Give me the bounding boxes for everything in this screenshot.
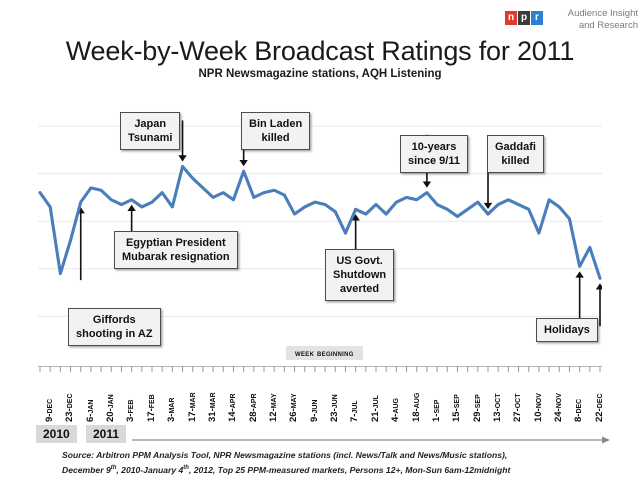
year-chip-2010: 2010 bbox=[36, 425, 77, 443]
callout-japan-line1: Japan bbox=[134, 118, 167, 130]
x-axis-label: 23-Dec bbox=[64, 393, 76, 422]
npr-logo-block-p: p bbox=[518, 11, 530, 25]
x-axis-label: 6-Jan bbox=[84, 399, 96, 422]
callout-shutdown-line1: US Govt. bbox=[336, 255, 383, 267]
callout-binladen-line2: killed bbox=[261, 132, 290, 144]
callout-holidays-line1: Holidays bbox=[544, 324, 590, 336]
x-axis-label: 14-Apr bbox=[227, 393, 239, 422]
callout-gaddafi-killed[interactable]: Gaddafi killed bbox=[487, 135, 544, 173]
x-axis-label: 9-Jun bbox=[308, 399, 320, 422]
callout-mubarak-resignation[interactable]: Egyptian President Mubarak resignation bbox=[114, 231, 238, 269]
source-line-1: Source: Arbitron PPM Analysis Tool, NPR … bbox=[62, 450, 508, 460]
callout-tenyears-line2: since 9/11 bbox=[408, 155, 460, 167]
source-line2-sup1: th bbox=[110, 465, 117, 471]
annotation-arrow-head-icon bbox=[178, 155, 187, 162]
source-line-2: December 9th, 2010-January 4th, 2012, To… bbox=[62, 462, 622, 477]
source-line2-b: , 2010-January 4 bbox=[116, 464, 184, 475]
timeline-arrow-icon bbox=[132, 436, 610, 444]
callout-mubarak-line2: Mubarak resignation bbox=[122, 251, 230, 263]
x-axis-label: 18-Aug bbox=[410, 392, 422, 422]
x-axis-label: 28-Apr bbox=[247, 393, 259, 422]
callout-shutdown-line2: Shutdown bbox=[333, 269, 387, 281]
callout-japan-tsunami[interactable]: Japan Tsunami bbox=[120, 112, 181, 150]
callout-giffords-line1: Giffords bbox=[92, 314, 136, 326]
callout-holidays[interactable]: Holidays bbox=[536, 318, 598, 342]
annotation-arrow-head-icon bbox=[127, 204, 136, 211]
x-axis-label: 9-Dec bbox=[44, 398, 55, 422]
x-axis-label: 3-Mar bbox=[166, 397, 178, 422]
x-axis-label: 23-Jun bbox=[329, 394, 341, 422]
chart-series-line bbox=[38, 164, 602, 280]
source-line2-sup2: th bbox=[183, 465, 189, 471]
page-title: Week-by-Week Broadcast Ratings for 2011 bbox=[65, 36, 575, 66]
logo-tagline: Audience Insight and Research bbox=[556, 8, 638, 32]
x-axis-label: 7-Jul bbox=[349, 400, 361, 422]
callout-gaddafi-line1: Gaddafi bbox=[495, 141, 536, 153]
x-axis-label: 21-Jul bbox=[369, 395, 381, 422]
callout-gaddafi-line2: killed bbox=[501, 155, 530, 167]
annotation-arrow-head-icon bbox=[595, 283, 602, 290]
npr-logo-block-n: n bbox=[505, 11, 517, 25]
x-axis-label: 31-Mar bbox=[206, 392, 218, 422]
annotation-arrow-head-icon bbox=[483, 202, 493, 210]
source-line2-c: , 2012, Top 25 PPM-measured markets, Per… bbox=[188, 464, 511, 475]
annotation-arrow-head-icon bbox=[575, 271, 584, 278]
callout-shutdown-line3: averted bbox=[340, 283, 380, 295]
x-axis-label: 3-Feb bbox=[125, 399, 137, 422]
x-axis-label: 17-Mar bbox=[186, 392, 198, 422]
annotation-arrow-head-icon bbox=[422, 181, 432, 188]
callout-japan-line2: Tsunami bbox=[128, 132, 173, 144]
x-axis-label: 1-Sep bbox=[430, 399, 442, 422]
npr-logo: n p r bbox=[505, 11, 543, 25]
callout-giffords-line2: shooting in AZ bbox=[76, 328, 153, 340]
logo-tagline-line2: and Research bbox=[578, 20, 638, 31]
logo-tagline-line1: Audience Insight bbox=[567, 8, 638, 19]
annotation-arrow-head-icon bbox=[351, 214, 360, 221]
x-axis-label: 29-Sep bbox=[471, 394, 483, 422]
x-axis-label: 20-Jan bbox=[105, 394, 117, 422]
x-axis-label: 10-Nov bbox=[532, 393, 544, 422]
week-beginning-label: Week Beginning bbox=[286, 346, 363, 360]
x-axis-label: 26-May bbox=[288, 393, 300, 422]
callout-binladen-line1: Bin Laden bbox=[249, 118, 303, 130]
callout-ten-years-since-911[interactable]: 10-years since 9/11 bbox=[400, 135, 468, 173]
npr-logo-block-r: r bbox=[531, 11, 543, 25]
x-axis-label: 13-Oct bbox=[492, 393, 503, 422]
annotation-arrow-head-icon bbox=[239, 160, 248, 167]
callout-bin-laden-killed[interactable]: Bin Laden killed bbox=[241, 112, 311, 150]
x-axis-tick-marks bbox=[38, 366, 602, 372]
callout-mubarak-line1: Egyptian President bbox=[125, 237, 226, 249]
source-note: Source: Arbitron PPM Analysis Tool, NPR … bbox=[62, 449, 622, 477]
x-axis-labels: 9-Dec 23-Dec 6-Jan 20-Jan 3-Feb 17-Feb 3-Mar 17… bbox=[38, 374, 605, 426]
x-axis-label: 8-Dec bbox=[573, 398, 585, 422]
year-chip-2011: 2011 bbox=[86, 425, 127, 443]
year-bar: 2010 2011 bbox=[36, 425, 610, 445]
x-axis-label: 24-Nov bbox=[553, 393, 565, 422]
callout-tenyears-line1: 10-years bbox=[411, 141, 457, 153]
x-axis-label: 17-Feb bbox=[145, 394, 157, 422]
x-axis-label: 15-Sep bbox=[451, 394, 463, 422]
source-line2-a: December 9 bbox=[62, 464, 111, 475]
x-axis-label: 27-Oct bbox=[512, 393, 524, 422]
callout-giffords-shooting[interactable]: Giffords shooting in AZ bbox=[68, 308, 161, 346]
x-axis-label: 12-May bbox=[268, 393, 279, 422]
page-subtitle: NPR Newsmagazine stations, AQH Listening bbox=[198, 68, 442, 80]
x-axis-label: 22-Dec bbox=[593, 393, 605, 422]
x-axis-label: 4-Aug bbox=[390, 397, 402, 422]
callout-us-govt-shutdown-averted[interactable]: US Govt. Shutdown averted bbox=[325, 249, 395, 301]
